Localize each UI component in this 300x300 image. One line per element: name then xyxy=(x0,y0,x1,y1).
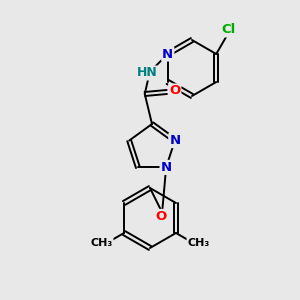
Text: O: O xyxy=(155,210,167,223)
Text: N: N xyxy=(160,161,172,174)
Text: HN: HN xyxy=(136,67,157,80)
Text: N: N xyxy=(162,47,173,61)
Text: O: O xyxy=(169,85,180,98)
Text: CH₃: CH₃ xyxy=(90,238,112,248)
Text: N: N xyxy=(169,134,180,147)
Text: CH₃: CH₃ xyxy=(188,238,210,248)
Text: Cl: Cl xyxy=(221,23,236,36)
